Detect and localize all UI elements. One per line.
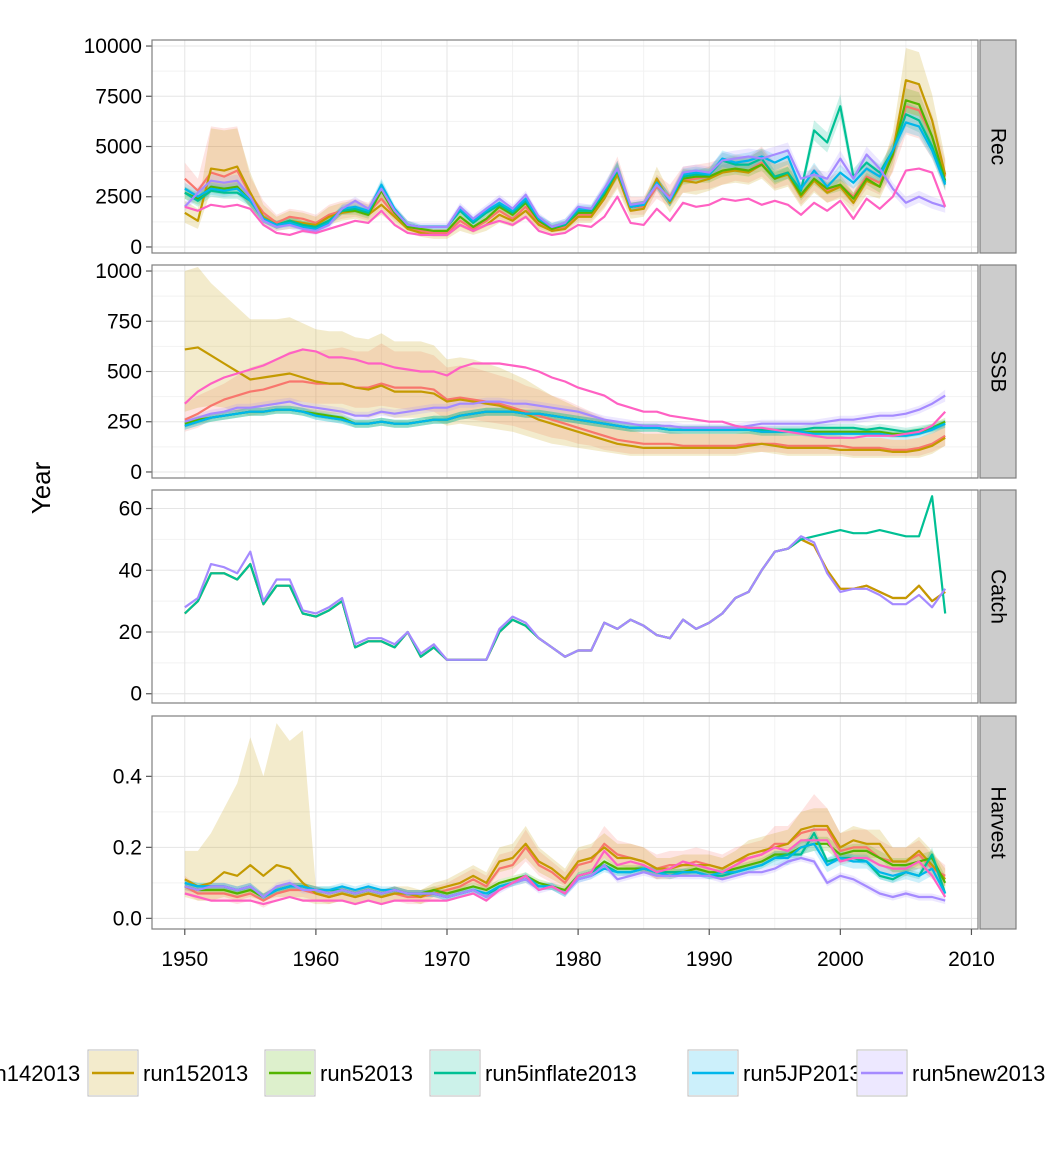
y-tick-label: 20 xyxy=(119,621,142,644)
panel-catch: 0 20 40 60 Catch xyxy=(119,489,1017,706)
legend-label: run5new2013 xyxy=(912,1061,1045,1086)
legend-label: run5JP2013 xyxy=(743,1061,862,1086)
strip-label-catch: Catch xyxy=(986,569,1009,624)
line-run142013 xyxy=(184,380,946,451)
line-run5new2013 xyxy=(184,535,947,661)
line-run5new2013 xyxy=(183,149,946,232)
y-tick-label: 0.4 xyxy=(113,765,143,788)
panel-rec: 0 2500 5000 7500 10000 Rec xyxy=(84,35,1017,259)
panel-border xyxy=(151,39,979,254)
band-run5JP2013 xyxy=(184,112,946,233)
x-axis: 1950 1960 1970 1980 1990 2000 2010 xyxy=(161,929,995,971)
strip-background xyxy=(979,489,1017,704)
line-run5new2013 xyxy=(184,394,946,429)
line-lowest xyxy=(184,167,947,236)
legend-item-run152013: run152013 xyxy=(87,1049,248,1097)
panel-ssb: 0 250 500 750 1000 SSB xyxy=(95,260,1017,484)
x-tick-label: 1950 xyxy=(161,948,208,971)
y-tick-label: 40 xyxy=(119,559,142,582)
panel-data xyxy=(184,267,947,458)
band-run52013 xyxy=(184,88,946,233)
y-tick-label: 10000 xyxy=(84,35,142,58)
legend-item-run5inflate2013: run5inflate2013 xyxy=(429,1049,637,1097)
y-tick-label: 0.0 xyxy=(113,907,142,930)
panel-harvest: 0.0 0.2 0.4 Harvest xyxy=(113,715,1017,930)
band-run152013 xyxy=(184,267,946,458)
legend-label: run52013 xyxy=(320,1061,413,1086)
panel-data xyxy=(184,495,947,661)
panel-data xyxy=(183,48,947,239)
strip-label-ssb: SSB xyxy=(986,350,1009,392)
line-lowest xyxy=(184,839,947,906)
strip-background xyxy=(979,715,1017,930)
y-tick-label: 1000 xyxy=(95,260,142,283)
strip-background xyxy=(979,39,1017,254)
y-tick-label: 750 xyxy=(107,310,142,333)
panel-border xyxy=(151,264,979,479)
x-tick-label: 1970 xyxy=(424,948,471,971)
y-tick-label: 0 xyxy=(130,683,142,706)
y-tick-label: 0.2 xyxy=(113,836,142,859)
y-tick-label: 2500 xyxy=(95,186,142,209)
strip-background xyxy=(979,264,1017,479)
strip-label-harvest: Harvest xyxy=(986,786,1009,859)
y-tick-label: 5000 xyxy=(95,136,142,159)
legend-label: run5inflate2013 xyxy=(485,1061,637,1086)
panel-data xyxy=(184,723,947,908)
y-tick-label: 500 xyxy=(107,361,142,384)
legend-item-run142013: run142013 xyxy=(0,1061,80,1086)
y-tick-label: 0 xyxy=(130,236,142,259)
line-run5inflate2013 xyxy=(184,105,947,228)
y-tick-label: 7500 xyxy=(95,85,142,108)
y-axis-title: Year xyxy=(26,461,56,514)
x-tick-label: 1980 xyxy=(555,948,602,971)
x-tick-label: 1990 xyxy=(686,948,733,971)
legend-item-run52013: run52013 xyxy=(264,1049,413,1097)
x-tick-label: 2010 xyxy=(948,948,995,971)
y-tick-label: 0 xyxy=(130,461,142,484)
line-run142013 xyxy=(184,828,946,902)
band-run152013 xyxy=(184,723,946,905)
legend: run142013 run152013 run52013 run5inflate201… xyxy=(0,1049,1045,1097)
y-tick-label: 250 xyxy=(107,411,142,434)
legend-label: run142013 xyxy=(0,1061,80,1086)
band-run152013 xyxy=(184,48,946,239)
x-tick-label: 1960 xyxy=(293,948,340,971)
strip-label-rec: Rec xyxy=(986,128,1009,165)
legend-label: run152013 xyxy=(143,1061,248,1086)
x-tick-label: 2000 xyxy=(817,948,864,971)
line-run152013 xyxy=(184,79,947,236)
panel-background xyxy=(152,490,978,703)
panel-border xyxy=(151,715,979,930)
line-run152013 xyxy=(184,346,946,453)
legend-item-run5JP2013: run5JP2013 xyxy=(687,1049,862,1097)
band-run5new2013 xyxy=(184,142,946,235)
line-run5JP2013 xyxy=(184,408,946,437)
line-lowest xyxy=(184,348,947,439)
legend-item-run5new2013: run5new2013 xyxy=(856,1049,1045,1097)
y-tick-label: 60 xyxy=(119,498,142,521)
band-run5inflate2013 xyxy=(184,826,946,901)
band-run142013 xyxy=(184,343,946,456)
panel-border xyxy=(151,489,979,704)
